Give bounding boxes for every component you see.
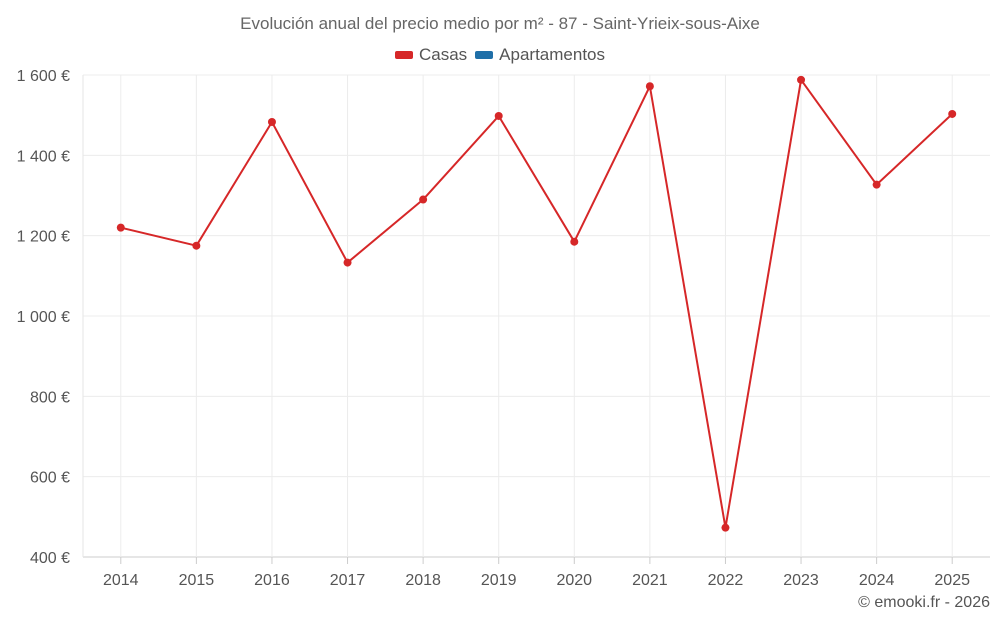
x-tick-label: 2016 xyxy=(254,572,290,589)
x-tick-label: 2018 xyxy=(405,572,441,589)
data-point-casas[interactable] xyxy=(494,111,503,120)
credit-text: © emooki.fr - 2026 xyxy=(858,594,990,611)
data-point-casas[interactable] xyxy=(192,241,201,250)
data-point-casas[interactable] xyxy=(645,82,654,91)
legend-label-apartamentos: Apartamentos xyxy=(499,45,606,64)
x-tick-label: 2017 xyxy=(330,572,366,589)
y-tick-label: 1 600 € xyxy=(17,68,70,85)
x-tick-label: 2019 xyxy=(481,572,517,589)
series-layer xyxy=(116,75,957,532)
legend-swatch-apartamentos xyxy=(475,51,494,59)
data-point-casas[interactable] xyxy=(343,258,352,267)
y-tick-label: 400 € xyxy=(30,550,70,567)
data-point-casas[interactable] xyxy=(570,237,579,246)
legend: Casas Apartamentos xyxy=(0,45,1000,65)
x-tick-label: 2015 xyxy=(179,572,215,589)
data-point-casas[interactable] xyxy=(116,223,125,232)
data-point-casas[interactable] xyxy=(948,109,957,118)
y-tick-label: 1 400 € xyxy=(17,148,70,165)
legend-item-casas[interactable]: Casas xyxy=(394,45,468,65)
data-point-casas[interactable] xyxy=(267,117,276,126)
y-tick-label: 600 € xyxy=(30,470,70,487)
x-tick-label: 2022 xyxy=(708,572,744,589)
data-point-casas[interactable] xyxy=(721,523,730,532)
x-tick-label: 2025 xyxy=(934,572,970,589)
y-tick-label: 1 000 € xyxy=(17,309,70,326)
chart-title: Evolución anual del precio medio por m² … xyxy=(240,14,760,33)
x-tick-label: 2014 xyxy=(103,572,139,589)
data-point-casas[interactable] xyxy=(797,75,806,84)
x-tick-label: 2020 xyxy=(556,572,592,589)
series-line-casas xyxy=(120,78,953,529)
axis-layer: 400 € 600 € 800 € 1 000 € 1 200 € 1 400 € 1 60… xyxy=(17,68,970,589)
x-tick-label: 2021 xyxy=(632,572,668,589)
x-tick-label: 2023 xyxy=(783,572,819,589)
y-tick-label: 800 € xyxy=(30,389,70,406)
legend-label-casas: Casas xyxy=(418,45,468,64)
grid-layer xyxy=(83,74,990,558)
legend-item-apartamentos[interactable]: Apartamentos xyxy=(475,45,605,65)
x-tick-label: 2024 xyxy=(859,572,895,589)
data-point-casas[interactable] xyxy=(419,195,428,204)
legend-swatch-casas xyxy=(394,51,413,59)
y-tick-label: 1 200 € xyxy=(17,229,70,246)
data-point-casas[interactable] xyxy=(872,180,881,189)
